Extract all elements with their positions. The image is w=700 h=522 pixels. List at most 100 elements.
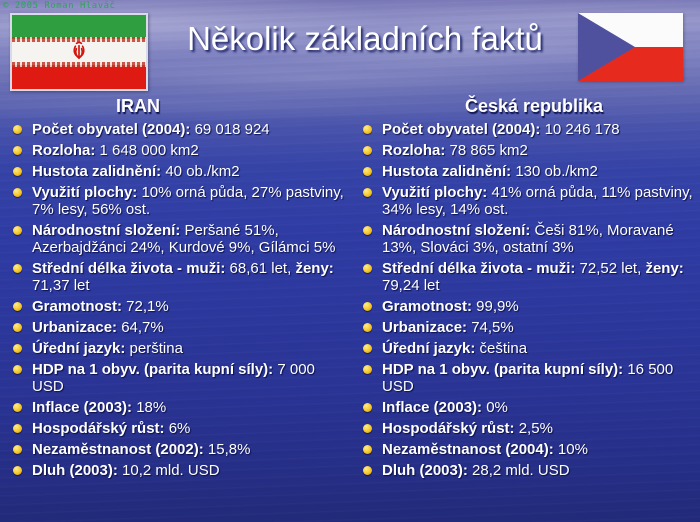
- fact-item: Inflace (2003): 18%: [8, 399, 350, 416]
- bullet-icon: [13, 466, 22, 475]
- fact-label: Nezaměstnanost (2002):: [32, 441, 204, 458]
- fact-item: HDP na 1 obyv. (parita kupní síly): 16 5…: [358, 361, 700, 395]
- fact-item: HDP na 1 obyv. (parita kupní síly): 7 00…: [8, 361, 350, 395]
- slide-title: Několik základních faktů: [187, 20, 543, 57]
- fact-label: Úřední jazyk:: [32, 340, 126, 357]
- fact-label: Hospodářský růst:: [32, 420, 165, 437]
- fact-item: Využití plochy: 10% orná půda, 27% pastv…: [8, 184, 350, 218]
- bullet-icon: [363, 302, 372, 311]
- fact-item: Dluh (2003): 28,2 mld. USD: [358, 462, 700, 479]
- bullet-icon: [13, 302, 22, 311]
- fact-item: Nezaměstnanost (2004): 10%: [358, 441, 700, 458]
- bullet-icon: [13, 188, 22, 197]
- fact-value: 99,9%: [472, 298, 519, 315]
- column-header-iran: IRAN: [116, 96, 160, 116]
- fact-label: Hustota zalidnění:: [382, 163, 512, 180]
- fact-value: 41% orná půda, 11% pastviny, 34% lesy, 1…: [382, 184, 693, 218]
- fact-value: 18%: [132, 399, 167, 416]
- fact-item: Národnostní složení: Češi 81%, Moravané …: [358, 222, 700, 256]
- bullet-icon: [363, 466, 372, 475]
- fact-value: 10,2 mld. USD: [117, 462, 220, 479]
- fact-label: Dluh (2003):: [32, 462, 118, 479]
- fact-label: Střední délka života - muži:: [32, 260, 226, 277]
- fact-item: Rozloha: 78 865 km2: [358, 142, 700, 159]
- bullet-icon: [13, 323, 22, 332]
- fact-label: Hustota zalidnění:: [32, 163, 162, 180]
- fact-item: Úřední jazyk: čeština: [358, 340, 700, 357]
- fact-label: Nezaměstnanost (2004):: [382, 441, 554, 458]
- fact-value: 6%: [164, 420, 191, 437]
- bullet-icon: [363, 226, 372, 235]
- iran-flag-green-stripe: [12, 15, 146, 39]
- fact-item: Gramotnost: 72,1%: [8, 298, 350, 315]
- iran-flag-script-band: [12, 37, 146, 42]
- fact-label: ženy:: [295, 260, 334, 277]
- fact-value: 40 ob./km2: [161, 163, 240, 180]
- fact-label: Počet obyvatel (2004):: [382, 121, 541, 138]
- fact-label: Rozloha:: [32, 142, 96, 159]
- bullet-icon: [363, 403, 372, 412]
- czech-facts-list: Počet obyvatel (2004): 10 246 178 Rozloha…: [358, 121, 700, 479]
- fact-value: 10%: [553, 441, 588, 458]
- fact-label: Rozloha:: [382, 142, 446, 159]
- fact-label: Hospodářský růst:: [382, 420, 515, 437]
- iran-flag-red-stripe: [12, 65, 146, 89]
- fact-value: 79,24 let: [382, 277, 440, 294]
- fact-label: Střední délka života - muži:: [382, 260, 576, 277]
- fact-label: Inflace (2003):: [32, 399, 133, 416]
- fact-item: Hospodářský růst: 2,5%: [358, 420, 700, 437]
- fact-value: 0%: [482, 399, 508, 416]
- fact-item: Gramotnost: 99,9%: [358, 298, 700, 315]
- fact-label: HDP na 1 obyv. (parita kupní síly):: [382, 361, 624, 378]
- fact-item: Hustota zalidnění: 40 ob./km2: [8, 163, 350, 180]
- fact-label: Dluh (2003):: [382, 462, 468, 479]
- fact-value: 64,7%: [117, 319, 164, 336]
- fact-value: 74,5%: [467, 319, 514, 336]
- bullet-icon: [363, 125, 372, 134]
- fact-label: Gramotnost:: [32, 298, 122, 315]
- iran-flag-script-band: [12, 62, 146, 67]
- bullet-icon: [363, 264, 372, 273]
- fact-item: Inflace (2003): 0%: [358, 399, 700, 416]
- fact-label: Národnostní složení:: [32, 222, 181, 239]
- bullet-icon: [13, 344, 22, 353]
- fact-item: Dluh (2003): 10,2 mld. USD: [8, 462, 350, 479]
- bullet-icon: [363, 344, 372, 353]
- fact-value: 7 000 USD: [32, 361, 315, 395]
- bullet-icon: [363, 146, 372, 155]
- fact-item: Urbanizace: 74,5%: [358, 319, 700, 336]
- copyright-text: © 2005 Roman Hlaváč: [3, 1, 116, 11]
- fact-item: Hospodářský růst: 6%: [8, 420, 350, 437]
- fact-label: Národnostní složení:: [382, 222, 531, 239]
- fact-value: 15,8%: [203, 441, 251, 458]
- fact-value: 71,37 let: [32, 277, 90, 294]
- fact-value: 130 ob./km2: [511, 163, 598, 180]
- fact-label: Úřední jazyk:: [382, 340, 476, 357]
- fact-value: 2,5%: [514, 420, 553, 437]
- fact-item: Využití plochy: 41% orná půda, 11% pastv…: [358, 184, 700, 218]
- fact-label: Inflace (2003):: [382, 399, 483, 416]
- czech-facts-column: Počet obyvatel (2004): 10 246 178 Rozloha…: [358, 121, 700, 483]
- fact-label: Gramotnost:: [382, 298, 472, 315]
- fact-value: 72,52 let,: [575, 260, 646, 277]
- column-header-czech: Česká republika: [465, 96, 604, 116]
- bullet-icon: [363, 424, 372, 433]
- bullet-icon: [13, 365, 22, 374]
- bullet-icon: [363, 167, 372, 176]
- fact-item: Rozloha: 1 648 000 km2: [8, 142, 350, 159]
- fact-label: Využití plochy:: [32, 184, 138, 201]
- fact-value: 78 865 km2: [445, 142, 528, 159]
- czech-flag: [578, 13, 683, 81]
- fact-label: ženy:: [645, 260, 684, 277]
- fact-label: Počet obyvatel (2004):: [32, 121, 191, 138]
- fact-value: Peršané 51%, Azerbajdžánci 24%, Kurdové …: [32, 222, 336, 256]
- fact-label: Využití plochy:: [382, 184, 488, 201]
- iran-facts-column: Počet obyvatel (2004): 69 018 924 Rozloha…: [8, 121, 350, 483]
- fact-label: Urbanizace:: [382, 319, 468, 336]
- fact-label: Urbanizace:: [32, 319, 118, 336]
- fact-value: 16 500 USD: [382, 361, 674, 395]
- iran-emblem-icon: [73, 41, 85, 60]
- bullet-icon: [13, 403, 22, 412]
- fact-value: 28,2 mld. USD: [467, 462, 570, 479]
- fact-item: Národnostní složení: Peršané 51%, Azerba…: [8, 222, 350, 256]
